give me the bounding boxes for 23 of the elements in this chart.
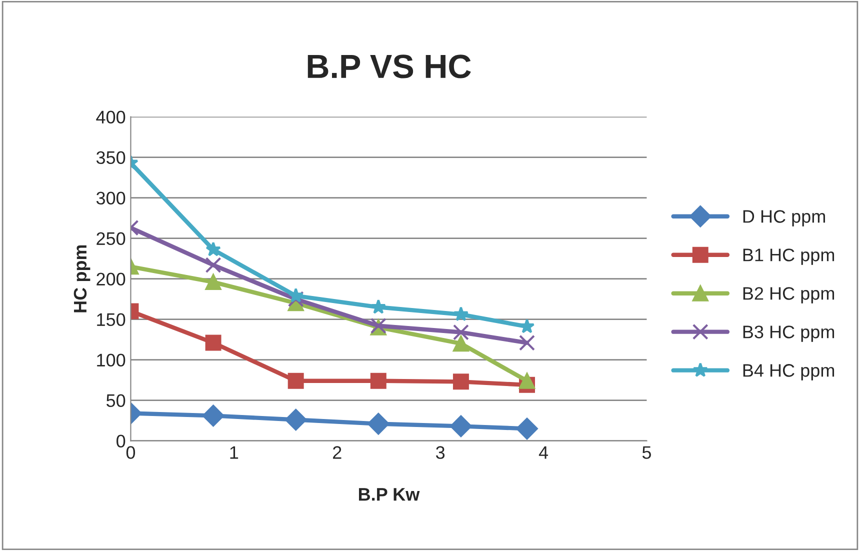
y-tick-label: 150 <box>97 313 126 326</box>
legend-label: B4 HC ppm <box>743 364 834 380</box>
y-tick-label: 300 <box>96 192 126 205</box>
x-tick-label: 5 <box>642 446 651 459</box>
y-tick-label: 350 <box>96 151 126 164</box>
y-tick-label: 50 <box>106 394 126 408</box>
legend-label: B3 HC ppm <box>743 326 834 342</box>
legend-label: B1 HC ppm <box>743 248 834 265</box>
legend-label: D HC ppm <box>743 210 825 226</box>
y-tick-label: 400 <box>96 110 126 124</box>
legend-label: B2 HC ppm <box>743 287 834 304</box>
chart-title: B.P VS HC <box>308 54 471 78</box>
x-tick-label: 0 <box>126 446 136 459</box>
x-tick-label: 4 <box>538 446 548 459</box>
y-tick-label: 200 <box>96 272 126 286</box>
x-tick-label: 2 <box>333 446 342 459</box>
y-tick-label: 100 <box>97 354 126 367</box>
x-tick-label: 3 <box>436 446 445 459</box>
y-tick-label: 0 <box>116 434 126 448</box>
x-axis-title: B.P Kw <box>358 488 420 501</box>
y-tick-label: 250 <box>96 232 126 246</box>
y-axis-title: HC ppm <box>74 245 90 312</box>
x-tick-label: 1 <box>230 446 238 459</box>
